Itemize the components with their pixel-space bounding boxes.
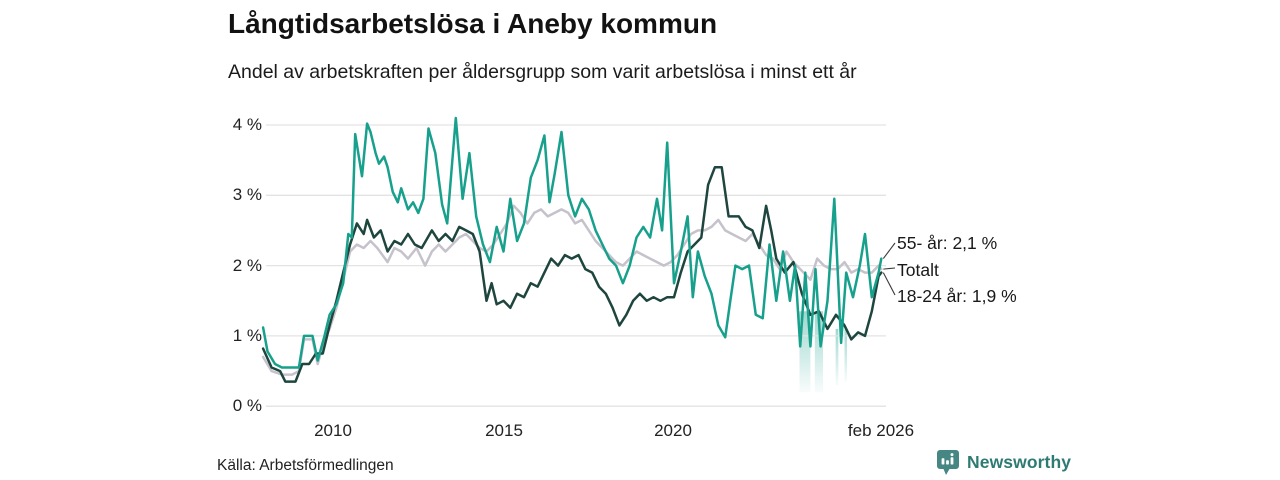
end-label-total: Totalt [897,259,939,280]
uncertainty-bands [799,311,847,393]
gridlines [266,124,886,407]
x-tick-2020: 2020 [654,421,692,440]
brand-name: Newsworthy [967,452,1072,472]
x-tick-2015: 2015 [485,421,523,440]
chart-title: Långtidsarbetslösa i Aneby kommun [228,8,718,39]
y-tick-2pct: 2 % [232,256,262,275]
x-tick-2010: 2010 [314,421,352,440]
source-note: Källa: Arbetsförmedlingen [217,457,394,474]
series-lines [261,116,883,383]
chart-subtitle: Andel av arbetskraften per åldersgrupp s… [228,61,857,83]
y-tick-1pct: 1 % [232,326,262,345]
end-label-55plus: 55- år: 2,1 % [897,233,998,253]
brand-lockup: Newsworthy [936,449,1071,476]
y-tick-0pct: 0 % [232,396,262,415]
x-tick-feb2026: feb 2026 [847,421,915,440]
y-tick-4pct: 4 % [232,115,262,134]
newsworthy-logo-icon [937,450,959,475]
y-tick-3pct: 3 % [232,185,262,204]
end-label-18-24: 18-24 år: 1,9 % [897,286,1017,306]
label-leader-lines [882,242,896,296]
